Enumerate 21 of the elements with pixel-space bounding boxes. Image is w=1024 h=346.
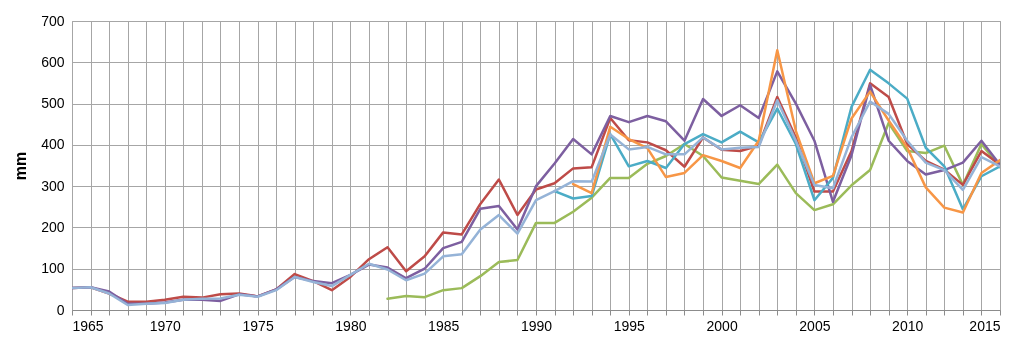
x-tick-label: 1965 <box>72 317 104 334</box>
x-tick-label: 1990 <box>520 317 553 334</box>
y-tick-label: 0 <box>56 301 65 318</box>
y-tick-label: 400 <box>41 136 65 153</box>
line-series <box>571 49 1000 214</box>
x-tick-label: 2005 <box>799 317 831 334</box>
y-tick-label: 700 <box>41 12 65 29</box>
y-tick-label: 500 <box>41 95 65 112</box>
y-tick-label: 300 <box>41 177 65 194</box>
y-tick-label: 600 <box>41 53 65 70</box>
x-tick-label: 1975 <box>242 317 274 334</box>
x-tick-label: 1980 <box>335 317 367 334</box>
x-tick-label: 1985 <box>428 317 460 334</box>
x-tick-label: 1995 <box>613 317 646 334</box>
x-tick-label: 2015 <box>969 317 1001 334</box>
x-tick-label: 1970 <box>149 317 182 334</box>
y-tick-label: 200 <box>41 218 65 235</box>
x-tick-label: 2010 <box>892 317 924 334</box>
x-tick-label: 2000 <box>706 317 738 334</box>
y-axis-title: mm <box>12 151 30 181</box>
y-tick-label: 100 <box>41 260 65 277</box>
